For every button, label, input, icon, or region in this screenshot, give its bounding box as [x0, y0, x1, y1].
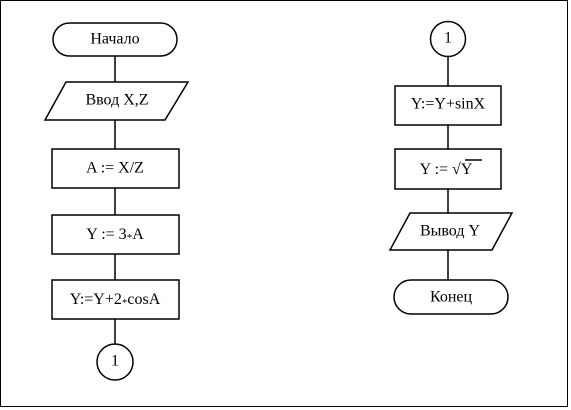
process-sin-label: Y:=Y+sinX: [411, 96, 486, 113]
end-shape: [393, 279, 509, 315]
left-flow: Начало Ввод X,Z A := X/Z Y := 3*A Y:=Y+2…: [43, 22, 190, 381]
right-connector-shape: [429, 20, 467, 58]
input-shape: [43, 81, 190, 121]
input-block: Ввод X,Z: [43, 81, 190, 121]
process-cos-shape: [51, 279, 180, 320]
end-label: Конец: [430, 289, 473, 306]
process-cos-block: Y:=Y+2*cosA: [51, 279, 180, 320]
output-label: Вывод Y: [420, 223, 481, 240]
start-label: Начало: [90, 31, 139, 48]
process-y-shape: [51, 214, 180, 255]
process-y-label: Y := 3*A: [86, 226, 144, 244]
process-sqrt-shape: [394, 148, 502, 190]
multiply-sign: *: [122, 297, 128, 309]
process-sin-block: Y:=Y+sinX: [394, 85, 502, 126]
left-connector-label: 1: [111, 353, 119, 370]
right-page-connector: 1: [429, 20, 467, 58]
process-y-suffix: A: [132, 226, 144, 243]
output-shape: [388, 212, 514, 251]
left-connector-shape: [96, 343, 134, 381]
process-a-shape: [51, 148, 180, 189]
input-label: Ввод X,Z: [85, 92, 148, 109]
process-a-label: A := X/Z: [86, 160, 144, 177]
process-sqrt-prefix: Y :=: [420, 161, 452, 178]
left-page-connector: 1: [96, 343, 134, 381]
process-a-block: A := X/Z: [51, 148, 180, 189]
process-sin-shape: [394, 85, 502, 126]
process-y-prefix: Y := 3: [86, 226, 126, 243]
sqrt-sign: √: [452, 161, 461, 178]
sqrt-radicand: Y: [461, 161, 473, 178]
process-sqrt-block: Y := √Y: [394, 148, 502, 190]
process-sqrt-label: Y := √Y: [420, 161, 473, 178]
process-cos-suffix: cosA: [127, 291, 160, 308]
process-cos-label: Y:=Y+2*cosA: [70, 291, 161, 309]
process-y-block: Y := 3*A: [51, 214, 180, 255]
process-cos-prefix: Y:=Y+2: [70, 291, 122, 308]
end-terminal: Конец: [393, 279, 509, 315]
multiply-sign: *: [127, 232, 133, 244]
output-block: Вывод Y: [388, 212, 514, 251]
start-shape: [52, 22, 178, 57]
right-flow: 1 Y:=Y+sinX Y := √Y Вывод Y Конец: [388, 20, 514, 315]
right-connector-label: 1: [444, 30, 452, 47]
start-terminal: Начало: [52, 22, 178, 57]
